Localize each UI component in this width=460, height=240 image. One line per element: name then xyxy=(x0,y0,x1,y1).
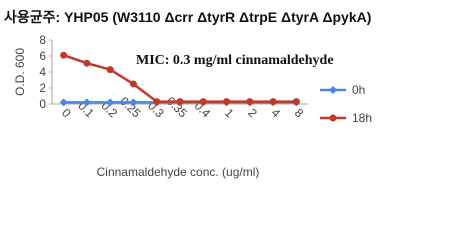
x-tick-label: 0 xyxy=(59,106,74,121)
legend-marker xyxy=(329,114,337,122)
marker xyxy=(82,98,91,107)
y-tick-label: 2 xyxy=(39,81,46,95)
marker xyxy=(106,98,115,107)
legend-label: 0h xyxy=(352,83,365,97)
y-axis-label: O.D. 600 xyxy=(13,48,27,96)
marker xyxy=(269,98,277,106)
legend-label: 18h xyxy=(352,111,372,125)
marker xyxy=(83,59,91,67)
marker xyxy=(129,98,138,107)
legend-marker xyxy=(329,86,337,94)
annotation: MIC: 0.3 mg/ml cinnamaldehyde xyxy=(136,53,334,68)
x-tick-label: 4 xyxy=(268,106,283,121)
marker xyxy=(129,80,137,88)
marker xyxy=(292,98,300,106)
marker xyxy=(153,98,161,106)
y-tick-label: 0 xyxy=(39,97,46,111)
chart: 사용균주: YHP05 (W3110 Δcrr ΔtyrR ΔtrpE Δtyr… xyxy=(4,9,372,179)
marker xyxy=(60,51,68,59)
x-tick-label: 2 xyxy=(245,106,260,121)
x-axis-label: Cinnamaldehyde conc. (ug/ml) xyxy=(97,165,260,179)
x-tick-label: 1 xyxy=(222,106,237,121)
y-tick-label: 4 xyxy=(39,65,46,79)
x-tick-label: 8 xyxy=(292,106,307,121)
y-tick-label: 8 xyxy=(39,33,46,47)
page: 사용균주: YHP05 (W3110 Δcrr ΔtyrR ΔtrpE Δtyr… xyxy=(4,9,373,179)
chart-title: 사용균주: YHP05 (W3110 Δcrr ΔtyrR ΔtrpE Δtyr… xyxy=(4,9,371,25)
x-tick-label: 0.25 xyxy=(117,94,144,121)
y-tick-label: 6 xyxy=(39,49,46,63)
x-tick-label: 0.35 xyxy=(164,94,191,121)
marker xyxy=(176,98,184,106)
marker xyxy=(106,66,114,74)
marker xyxy=(246,98,254,106)
marker xyxy=(59,98,68,107)
marker xyxy=(223,98,231,106)
marker xyxy=(199,98,207,106)
